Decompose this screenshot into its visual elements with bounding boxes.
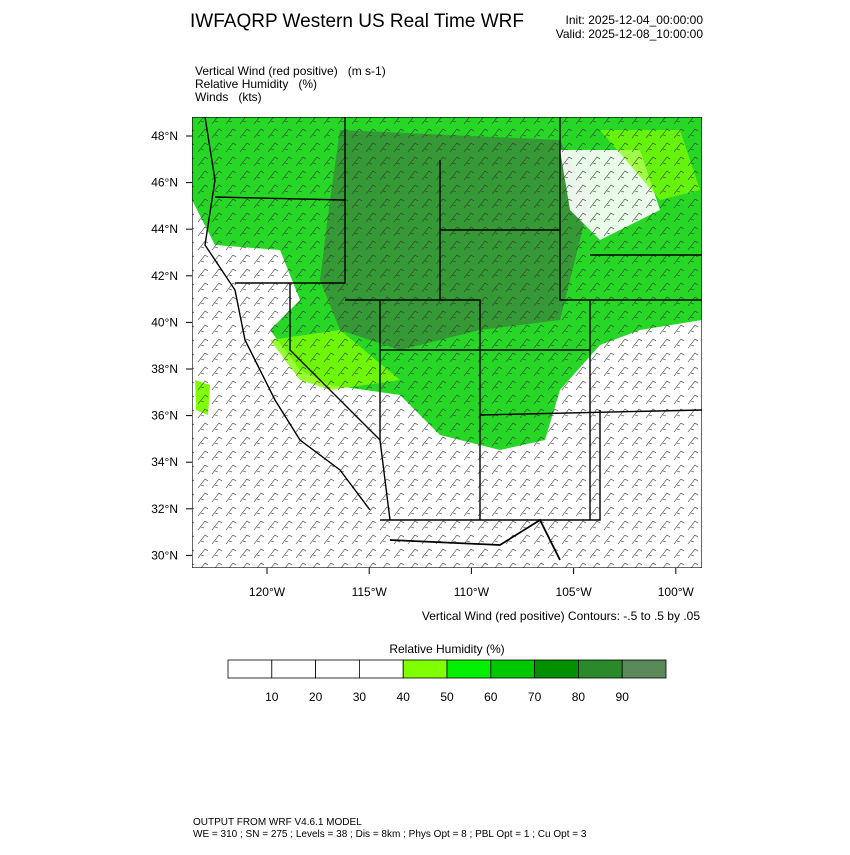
colorbar-tick-label: 70 (528, 690, 542, 704)
colorbar-box (578, 659, 623, 679)
colorbar-title: Relative Humidity (%) (389, 642, 504, 656)
lat-label: 46°N (151, 176, 178, 190)
colorbar-box (358, 659, 404, 679)
valid-time: Valid: 2025-12-08_10:00:00 (556, 27, 704, 41)
colorbar: 10 20 30 40 50 60 70 80 90 (227, 659, 667, 704)
lat-label: 42°N (151, 269, 178, 283)
lon-label: 120°W (249, 585, 286, 599)
title: IWFAQRP Western US Real Time WRF (190, 11, 524, 32)
field-labels: Vertical Wind (red positive) (m s-1)Rela… (195, 64, 386, 104)
map (192, 117, 702, 568)
colorbar-box (227, 659, 273, 679)
lon-label: 115°W (352, 585, 388, 599)
init-time: Init: 2025-12-04_00:00:00 (566, 13, 704, 27)
colorbar-tick-label: 90 (616, 690, 630, 704)
colorbar-box (402, 659, 448, 679)
lat-label: 44°N (151, 222, 178, 236)
lat-label: 40°N (151, 315, 178, 329)
field-label: Winds (kts) (195, 90, 262, 104)
colorbar-box (621, 659, 667, 679)
field-label: Relative Humidity (%) (195, 77, 317, 91)
colorbar-tick-label: 30 (353, 690, 367, 704)
colorbar-tick-label: 20 (309, 690, 323, 704)
colorbar-tick-label: 10 (265, 690, 279, 704)
longitude-labels: 120°W 115°W 110°W 105°W 100°W (249, 568, 695, 599)
footer-line: WE = 310 ; SN = 275 ; Levels = 38 ; Dis … (193, 829, 587, 840)
contour-note: Vertical Wind (red positive) Contours: -… (422, 609, 700, 623)
field-label: Vertical Wind (red positive) (m s-1) (195, 64, 386, 78)
colorbar-box (315, 659, 360, 679)
lon-label: 100°W (658, 585, 695, 599)
lat-label: 32°N (151, 502, 178, 516)
lon-label: 105°W (556, 585, 593, 599)
latitude-labels: 48°N 46°N 44°N 42°N 40°N 38°N 36°N 34°N 32°N 30°N (151, 129, 192, 562)
colorbar-tick-label: 60 (484, 690, 498, 704)
colorbar-tick-label: 50 (440, 690, 454, 704)
colorbar-box (446, 659, 492, 679)
colorbar-box (534, 659, 579, 679)
colorbar-tick-label: 80 (572, 690, 586, 704)
lat-label: 48°N (151, 129, 178, 143)
lat-label: 34°N (151, 455, 178, 469)
colorbar-box (271, 659, 316, 679)
lon-label: 110°W (454, 585, 490, 599)
lat-label: 38°N (151, 362, 178, 376)
footer-line: OUTPUT FROM WRF V4.6.1 MODEL (193, 817, 362, 828)
colorbar-box (490, 659, 535, 679)
colorbar-tick-label: 40 (397, 690, 411, 704)
lat-label: 30°N (151, 548, 178, 562)
lat-label: 36°N (151, 409, 178, 423)
